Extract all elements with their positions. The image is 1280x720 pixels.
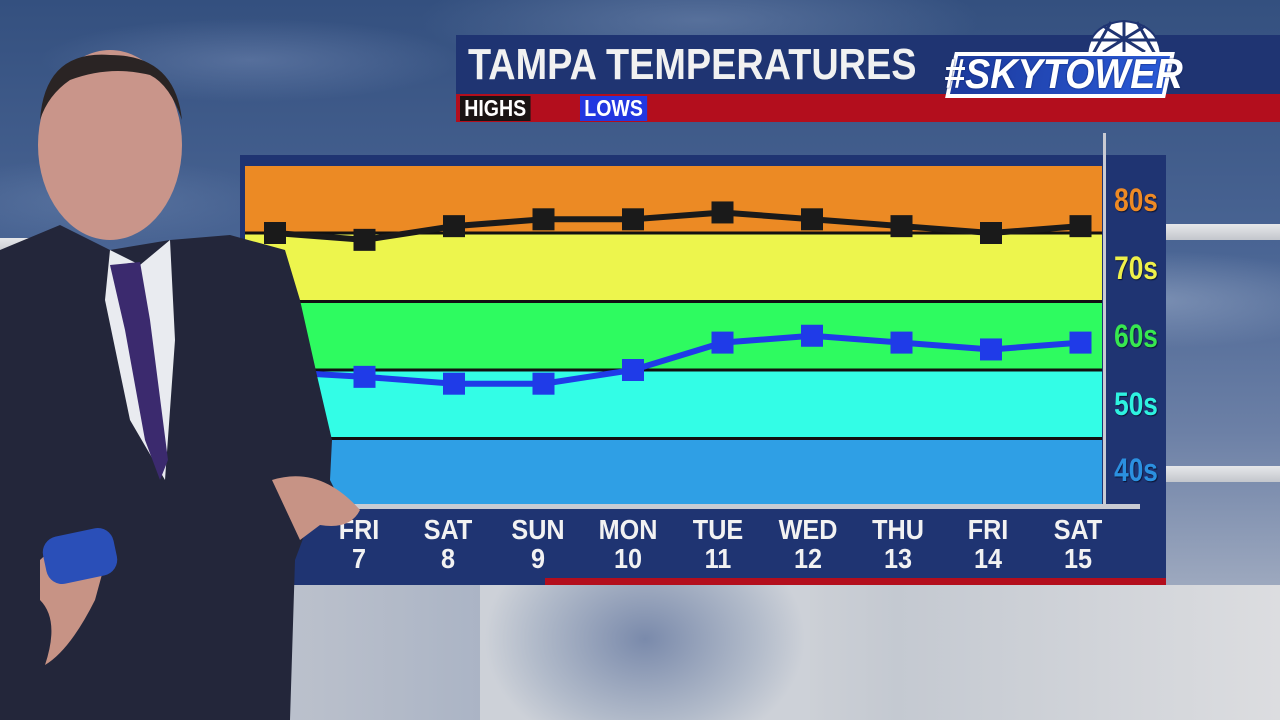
- x-label-day: SAT 8: [423, 514, 473, 574]
- x-label-day: FRI 7: [338, 514, 380, 574]
- lows-marker: [443, 372, 465, 395]
- x-label-day: FRI 14: [967, 514, 1009, 574]
- y-label-70s: 70s: [1114, 250, 1158, 286]
- highs-marker: [801, 208, 823, 231]
- x-label-day: TUE 11: [692, 514, 744, 574]
- legend-lows: LOWS: [580, 96, 648, 121]
- highs-marker: [890, 215, 913, 238]
- highs-marker: [711, 201, 734, 224]
- highs-marker: [1069, 215, 1092, 238]
- x-axis-line: [240, 504, 1140, 509]
- highs-marker: [264, 222, 286, 244]
- set-rail: [1166, 466, 1280, 482]
- highs-marker: [353, 228, 376, 251]
- x-label-day: SAT 15: [1053, 514, 1103, 574]
- clicker-remote-icon: [42, 528, 118, 584]
- highs-marker: [980, 222, 1002, 244]
- y-label-40s: 40s: [1114, 452, 1158, 488]
- lows-marker: [890, 331, 913, 354]
- lows-marker: [801, 324, 823, 347]
- y-label-60s: 60s: [1114, 318, 1158, 354]
- y-axis-line: [1103, 133, 1106, 507]
- lows-marker: [980, 338, 1002, 361]
- x-label-day: SUN 9: [511, 514, 565, 574]
- lows-line: [244, 332, 1081, 387]
- y-label-80s: 80s: [1114, 182, 1158, 218]
- meteorologist-presenter: [0, 50, 360, 720]
- band-70s: [245, 233, 1102, 302]
- highs-marker: [532, 208, 555, 231]
- series-lines: [244, 201, 1092, 395]
- chart-title: TAMPA TEMPERATURES: [468, 40, 917, 89]
- x-label-day: MON 10: [598, 514, 658, 574]
- lows-marker: [622, 359, 644, 381]
- brand-text: #SKYTOWER: [944, 50, 1183, 97]
- lows-marker: [353, 365, 376, 388]
- radar-dome-icon: [1085, 19, 1163, 57]
- x-label-day: WED 12: [778, 514, 838, 574]
- y-label-50s: 50s: [1114, 386, 1158, 422]
- skytower-logo: #SKYTOWER: [938, 18, 1183, 100]
- set-rail: [1166, 224, 1280, 240]
- studio-floor-channel: [480, 585, 810, 720]
- lows-marker: [1069, 331, 1092, 354]
- band-40s: [245, 438, 1102, 504]
- panel-red-strip: [545, 578, 1166, 585]
- highs-line: [274, 209, 1081, 243]
- highs-marker: [622, 208, 644, 231]
- legend-highs: HIGHS: [460, 96, 531, 121]
- lows-marker: [532, 372, 555, 395]
- temperature-bands: [245, 166, 1102, 504]
- band-80s: [245, 166, 1102, 233]
- lows-marker: [711, 331, 734, 354]
- highs-marker: [443, 215, 465, 238]
- x-label-day: THU 13: [872, 514, 924, 574]
